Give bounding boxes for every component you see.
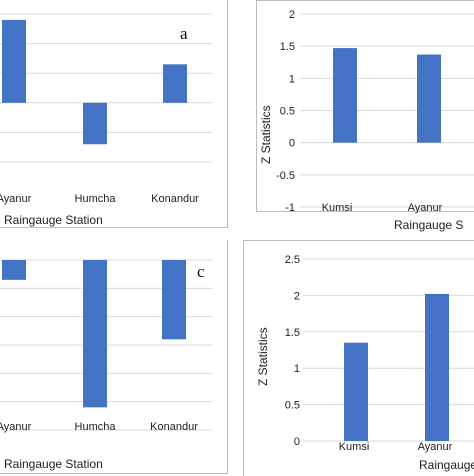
chart-a-category-label: Humcha [75, 193, 117, 205]
chart-c-bar-ayanur [2, 260, 26, 280]
chart-panel-b: -1 -0.5 0 0.5 1 1.5 2 Kumsi Ayanur Z Statistics … [256, 0, 474, 235]
chart-a-svg: Ayanur Humcha Konandur [0, 13, 212, 205]
chart-b-category-label: Kumsi [322, 202, 353, 214]
chart-b-y-tick-label: 2 [289, 9, 295, 21]
chart-a-category-label: Ayanur [0, 193, 32, 205]
chart-b-svg: -1 -0.5 0 0.5 1 1.5 2 Kumsi Ayanur [276, 9, 474, 214]
chart-c-category-label: Konandur [150, 421, 198, 433]
chart-panel-a: Ayanur Humcha Konandur a Raingauge Station [0, 0, 230, 230]
chart-b-category-label: Ayanur [408, 202, 443, 214]
chart-d-y-tick-label: 0.5 [285, 400, 300, 412]
chart-a-bar-ayanur [2, 19, 26, 103]
chart-d-x-axis-title: Raingauge [419, 458, 474, 472]
panel-a-frame [0, 0, 228, 228]
chart-c-bar-konandur [162, 260, 186, 340]
panel-c-letter: c [197, 262, 205, 281]
chart-d-y-tick-label: 2.5 [285, 254, 300, 266]
chart-b-bar-kumsi [333, 48, 357, 143]
chart-panel-c: Ayanur Humcha Konandur c Raingauge Station [0, 240, 230, 474]
chart-b-y-axis-title: Z Statistics [259, 105, 273, 164]
chart-c-x-axis-title: Raingauge Station [4, 457, 103, 471]
chart-d-y-axis-title: Z Statistics [256, 327, 270, 386]
chart-c-bar-humcha [83, 260, 107, 408]
chart-a-x-axis-title: Raingauge Station [4, 213, 103, 227]
chart-panel-d: 0 0.5 1 1.5 2 2.5 Kumsi Ayanur Z Statistics Rai… [243, 240, 474, 474]
chart-b-y-tick-label: 0 [289, 138, 295, 150]
panel-a-letter: a [180, 24, 188, 43]
panel-b-frame [256, 0, 474, 212]
chart-c-svg: Ayanur Humcha Konandur [0, 259, 212, 433]
chart-d-bar-kumsi [344, 342, 368, 441]
chart-d-y-tick-label: 1 [294, 363, 300, 375]
chart-d-category-label: Kumsi [339, 441, 370, 453]
chart-c-category-label: Humcha [75, 421, 117, 433]
chart-d-category-label: Ayanur [418, 441, 453, 453]
chart-a-category-label: Konandur [151, 193, 199, 205]
chart-b-y-tick-label: -0.5 [276, 170, 295, 182]
chart-b-x-axis-title: Raingauge S [394, 218, 464, 232]
chart-a-bar-konandur [163, 64, 187, 103]
panel-d-frame [243, 240, 474, 476]
chart-d-svg: 0 0.5 1 1.5 2 2.5 Kumsi Ayanur [285, 254, 474, 453]
chart-c-category-label: Ayanur [0, 421, 32, 433]
chart-b-y-tick-label: 1 [289, 73, 295, 85]
chart-d-bar-ayanur [425, 293, 449, 441]
chart-a-bar-humcha [83, 102, 107, 145]
chart-d-y-tick-label: 0 [294, 436, 300, 448]
chart-b-y-tick-label: 0.5 [280, 106, 295, 118]
chart-d-y-tick-label: 1.5 [285, 327, 300, 339]
chart-b-bar-ayanur [417, 54, 441, 143]
chart-b-y-tick-label: -1 [285, 202, 295, 214]
chart-b-y-tick-label: 1.5 [280, 41, 295, 53]
chart-d-y-tick-label: 2 [294, 290, 300, 302]
